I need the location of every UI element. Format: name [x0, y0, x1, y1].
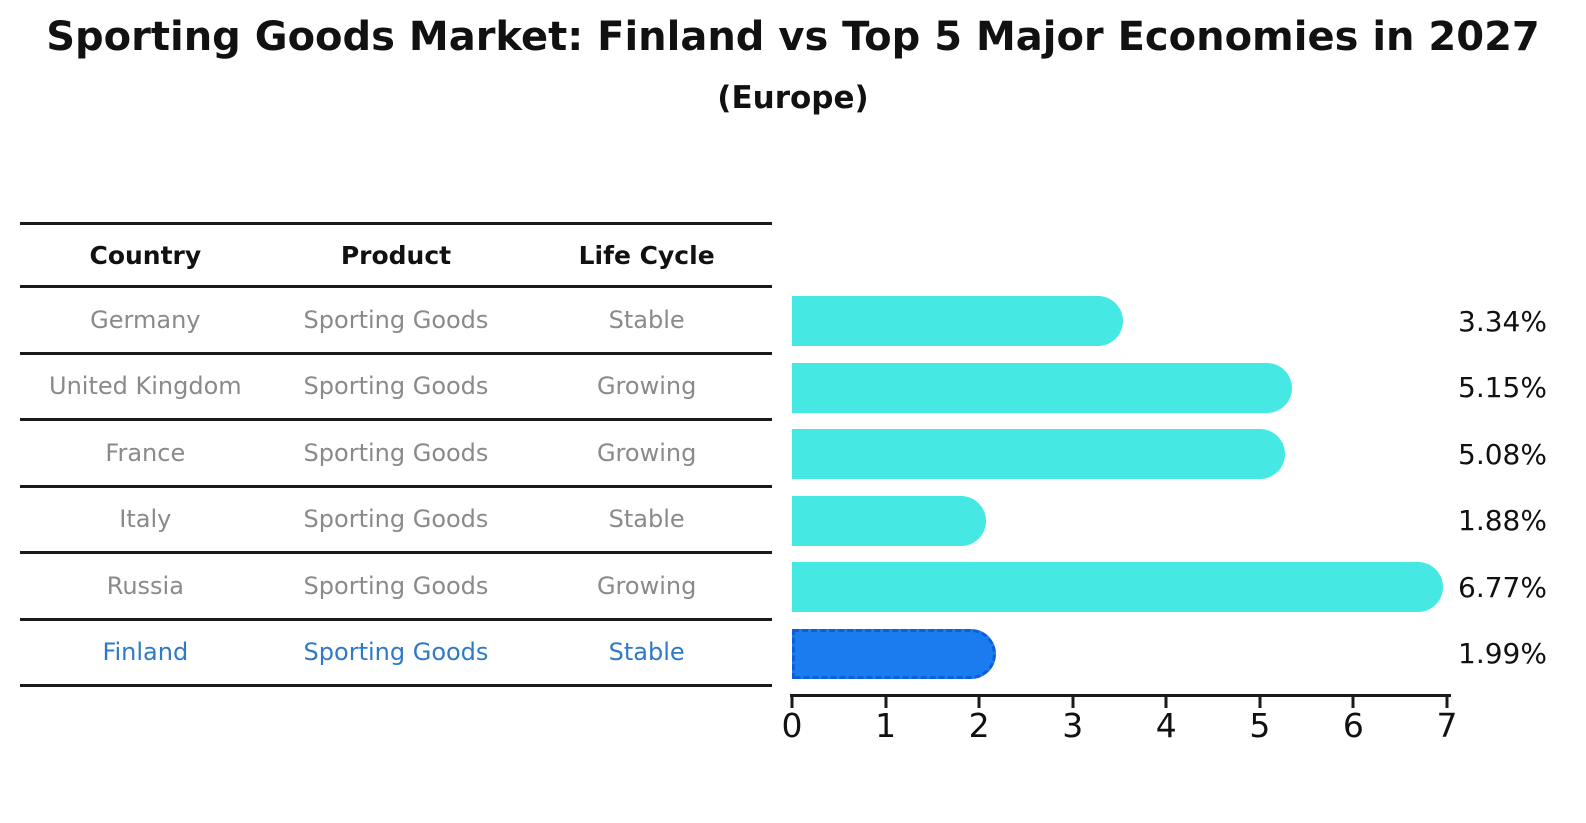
- country-cell: Russia: [106, 571, 184, 600]
- table-row-russia: Russia Sporting Goods Growing: [20, 554, 772, 621]
- x-tick-label: 0: [781, 706, 803, 745]
- table-row-italy: Italy Sporting Goods Stable: [20, 488, 772, 554]
- tick-mark: [1445, 697, 1449, 708]
- x-tick-label: 2: [968, 706, 990, 745]
- bar-italy: [792, 495, 986, 546]
- country-cell: Germany: [90, 305, 201, 334]
- x-tick-label: 3: [1062, 706, 1084, 745]
- tick-mark: [1351, 697, 1355, 708]
- x-tick-label: 5: [1249, 706, 1271, 745]
- bar-united-kingdom: [792, 362, 1292, 413]
- x-tick-2: 2: [969, 697, 990, 744]
- chart-title: Sporting Goods Market: Finland vs Top 5 …: [46, 14, 1540, 60]
- column-header-product: Product: [340, 240, 452, 270]
- x-tick-5: 5: [1249, 697, 1270, 744]
- table-row-germany: Germany Sporting Goods Stable: [20, 288, 772, 355]
- value-label-italy: 1.88%: [1458, 504, 1547, 538]
- value-label-germany: 3.34%: [1458, 304, 1547, 338]
- column-header-life-cycle: Life Cycle: [578, 240, 715, 270]
- x-tick-0: 0: [782, 697, 803, 744]
- bar-row: [792, 554, 1447, 621]
- table-row-finland: Finland Sporting Goods Stable: [20, 621, 772, 687]
- bar-finland: [792, 628, 997, 679]
- chart-subtitle: (Europe): [717, 80, 869, 116]
- tick-mark: [1258, 697, 1262, 708]
- x-tick-label: 1: [875, 706, 897, 745]
- tick-mark: [790, 697, 794, 708]
- country-cell: Finland: [102, 638, 189, 667]
- x-tick-4: 4: [1156, 697, 1177, 744]
- life-cycle-cell: Stable: [608, 638, 685, 667]
- country-cell: Italy: [119, 505, 172, 534]
- value-label-column: 3.34% 5.15% 5.08% 1.88% 6.77% 1.99%: [1458, 288, 1584, 687]
- bar-row: [792, 488, 1447, 555]
- tick-mark: [977, 697, 981, 708]
- x-tick-label: 4: [1155, 706, 1177, 745]
- tick-mark: [884, 697, 888, 708]
- country-cell: United Kingdom: [49, 372, 242, 401]
- value-label-france: 5.08%: [1458, 437, 1547, 471]
- x-tick-label: 7: [1436, 706, 1458, 745]
- product-cell: Sporting Goods: [303, 505, 489, 534]
- x-axis-line: [790, 694, 1451, 697]
- product-cell: Sporting Goods: [303, 438, 489, 467]
- table-row-france: France Sporting Goods Growing: [20, 421, 772, 488]
- bar-row: [792, 421, 1447, 488]
- x-tick-1: 1: [875, 697, 896, 744]
- tick-mark: [1164, 697, 1168, 708]
- life-cycle-cell: Growing: [596, 438, 697, 467]
- x-axis-ticks: 0 1 2 3 4 5 6 7: [782, 697, 1458, 757]
- table-row-united-kingdom: United Kingdom Sporting Goods Growing: [20, 355, 772, 421]
- x-tick-label: 6: [1342, 706, 1364, 745]
- value-label-united-kingdom: 5.15%: [1458, 371, 1547, 405]
- product-cell: Sporting Goods: [303, 571, 489, 600]
- x-tick-3: 3: [1062, 697, 1083, 744]
- bar-row: [792, 621, 1447, 688]
- bar-row: [792, 355, 1447, 422]
- table-header-row: Country Product Life Cycle: [20, 225, 772, 288]
- life-cycle-cell: Stable: [608, 305, 685, 334]
- value-label-finland: 1.99%: [1458, 637, 1547, 671]
- bar-row: [792, 288, 1447, 355]
- bar-france: [792, 429, 1286, 480]
- x-tick-6: 6: [1343, 697, 1364, 744]
- life-cycle-cell: Growing: [596, 571, 697, 600]
- tick-mark: [1071, 697, 1075, 708]
- bar-germany: [792, 296, 1123, 347]
- product-cell: Sporting Goods: [303, 638, 489, 667]
- bar-russia: [792, 562, 1444, 613]
- value-label-russia: 6.77%: [1458, 570, 1547, 604]
- life-cycle-cell: Growing: [596, 372, 697, 401]
- product-cell: Sporting Goods: [303, 372, 489, 401]
- country-cell: France: [105, 438, 186, 467]
- product-cell: Sporting Goods: [303, 305, 489, 334]
- country-table: Country Product Life Cycle Germany Sport…: [20, 222, 772, 687]
- x-tick-7: 7: [1437, 697, 1458, 744]
- column-header-country: Country: [89, 240, 202, 270]
- life-cycle-cell: Stable: [608, 505, 685, 534]
- bar-plot-area: [792, 288, 1447, 687]
